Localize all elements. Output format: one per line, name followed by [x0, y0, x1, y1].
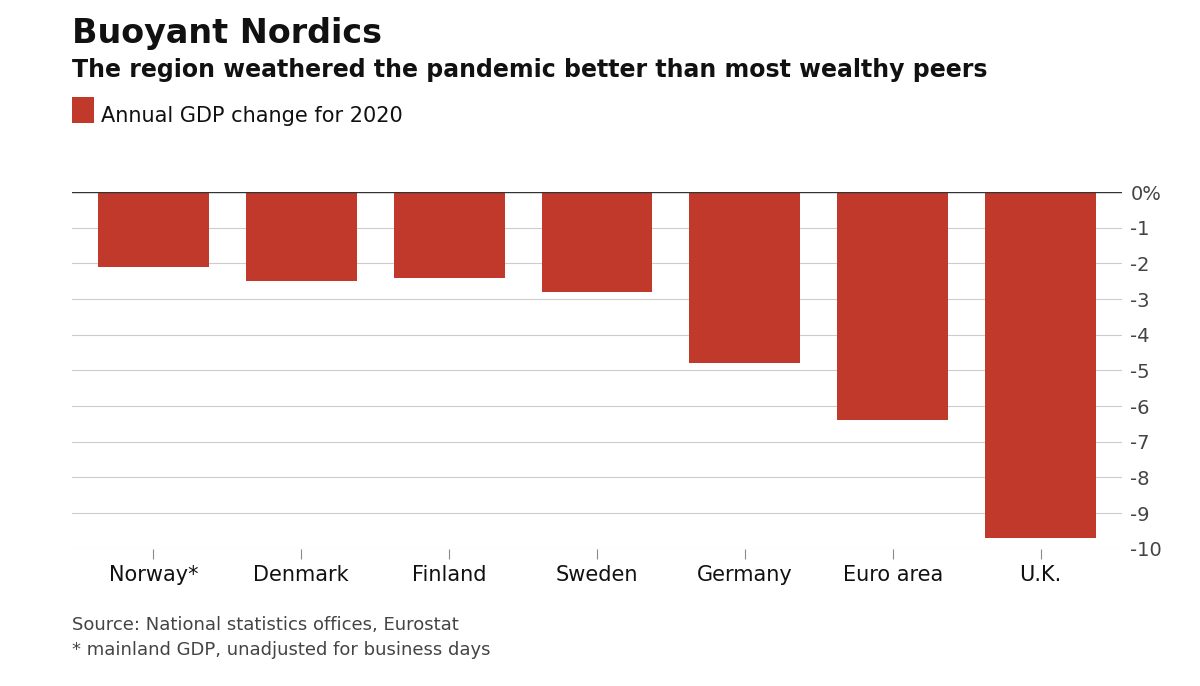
- Bar: [838, 192, 948, 421]
- Bar: [246, 192, 356, 281]
- Bar: [690, 192, 800, 364]
- Bar: [98, 192, 209, 267]
- Text: Buoyant Nordics: Buoyant Nordics: [72, 17, 382, 50]
- Text: Annual GDP change for 2020: Annual GDP change for 2020: [101, 106, 402, 126]
- Bar: [541, 192, 653, 292]
- Text: The region weathered the pandemic better than most wealthy peers: The region weathered the pandemic better…: [72, 58, 988, 82]
- Bar: [394, 192, 504, 278]
- Bar: [985, 192, 1096, 538]
- Text: Source: National statistics offices, Eurostat
* mainland GDP, unadjusted for bus: Source: National statistics offices, Eur…: [72, 615, 491, 659]
